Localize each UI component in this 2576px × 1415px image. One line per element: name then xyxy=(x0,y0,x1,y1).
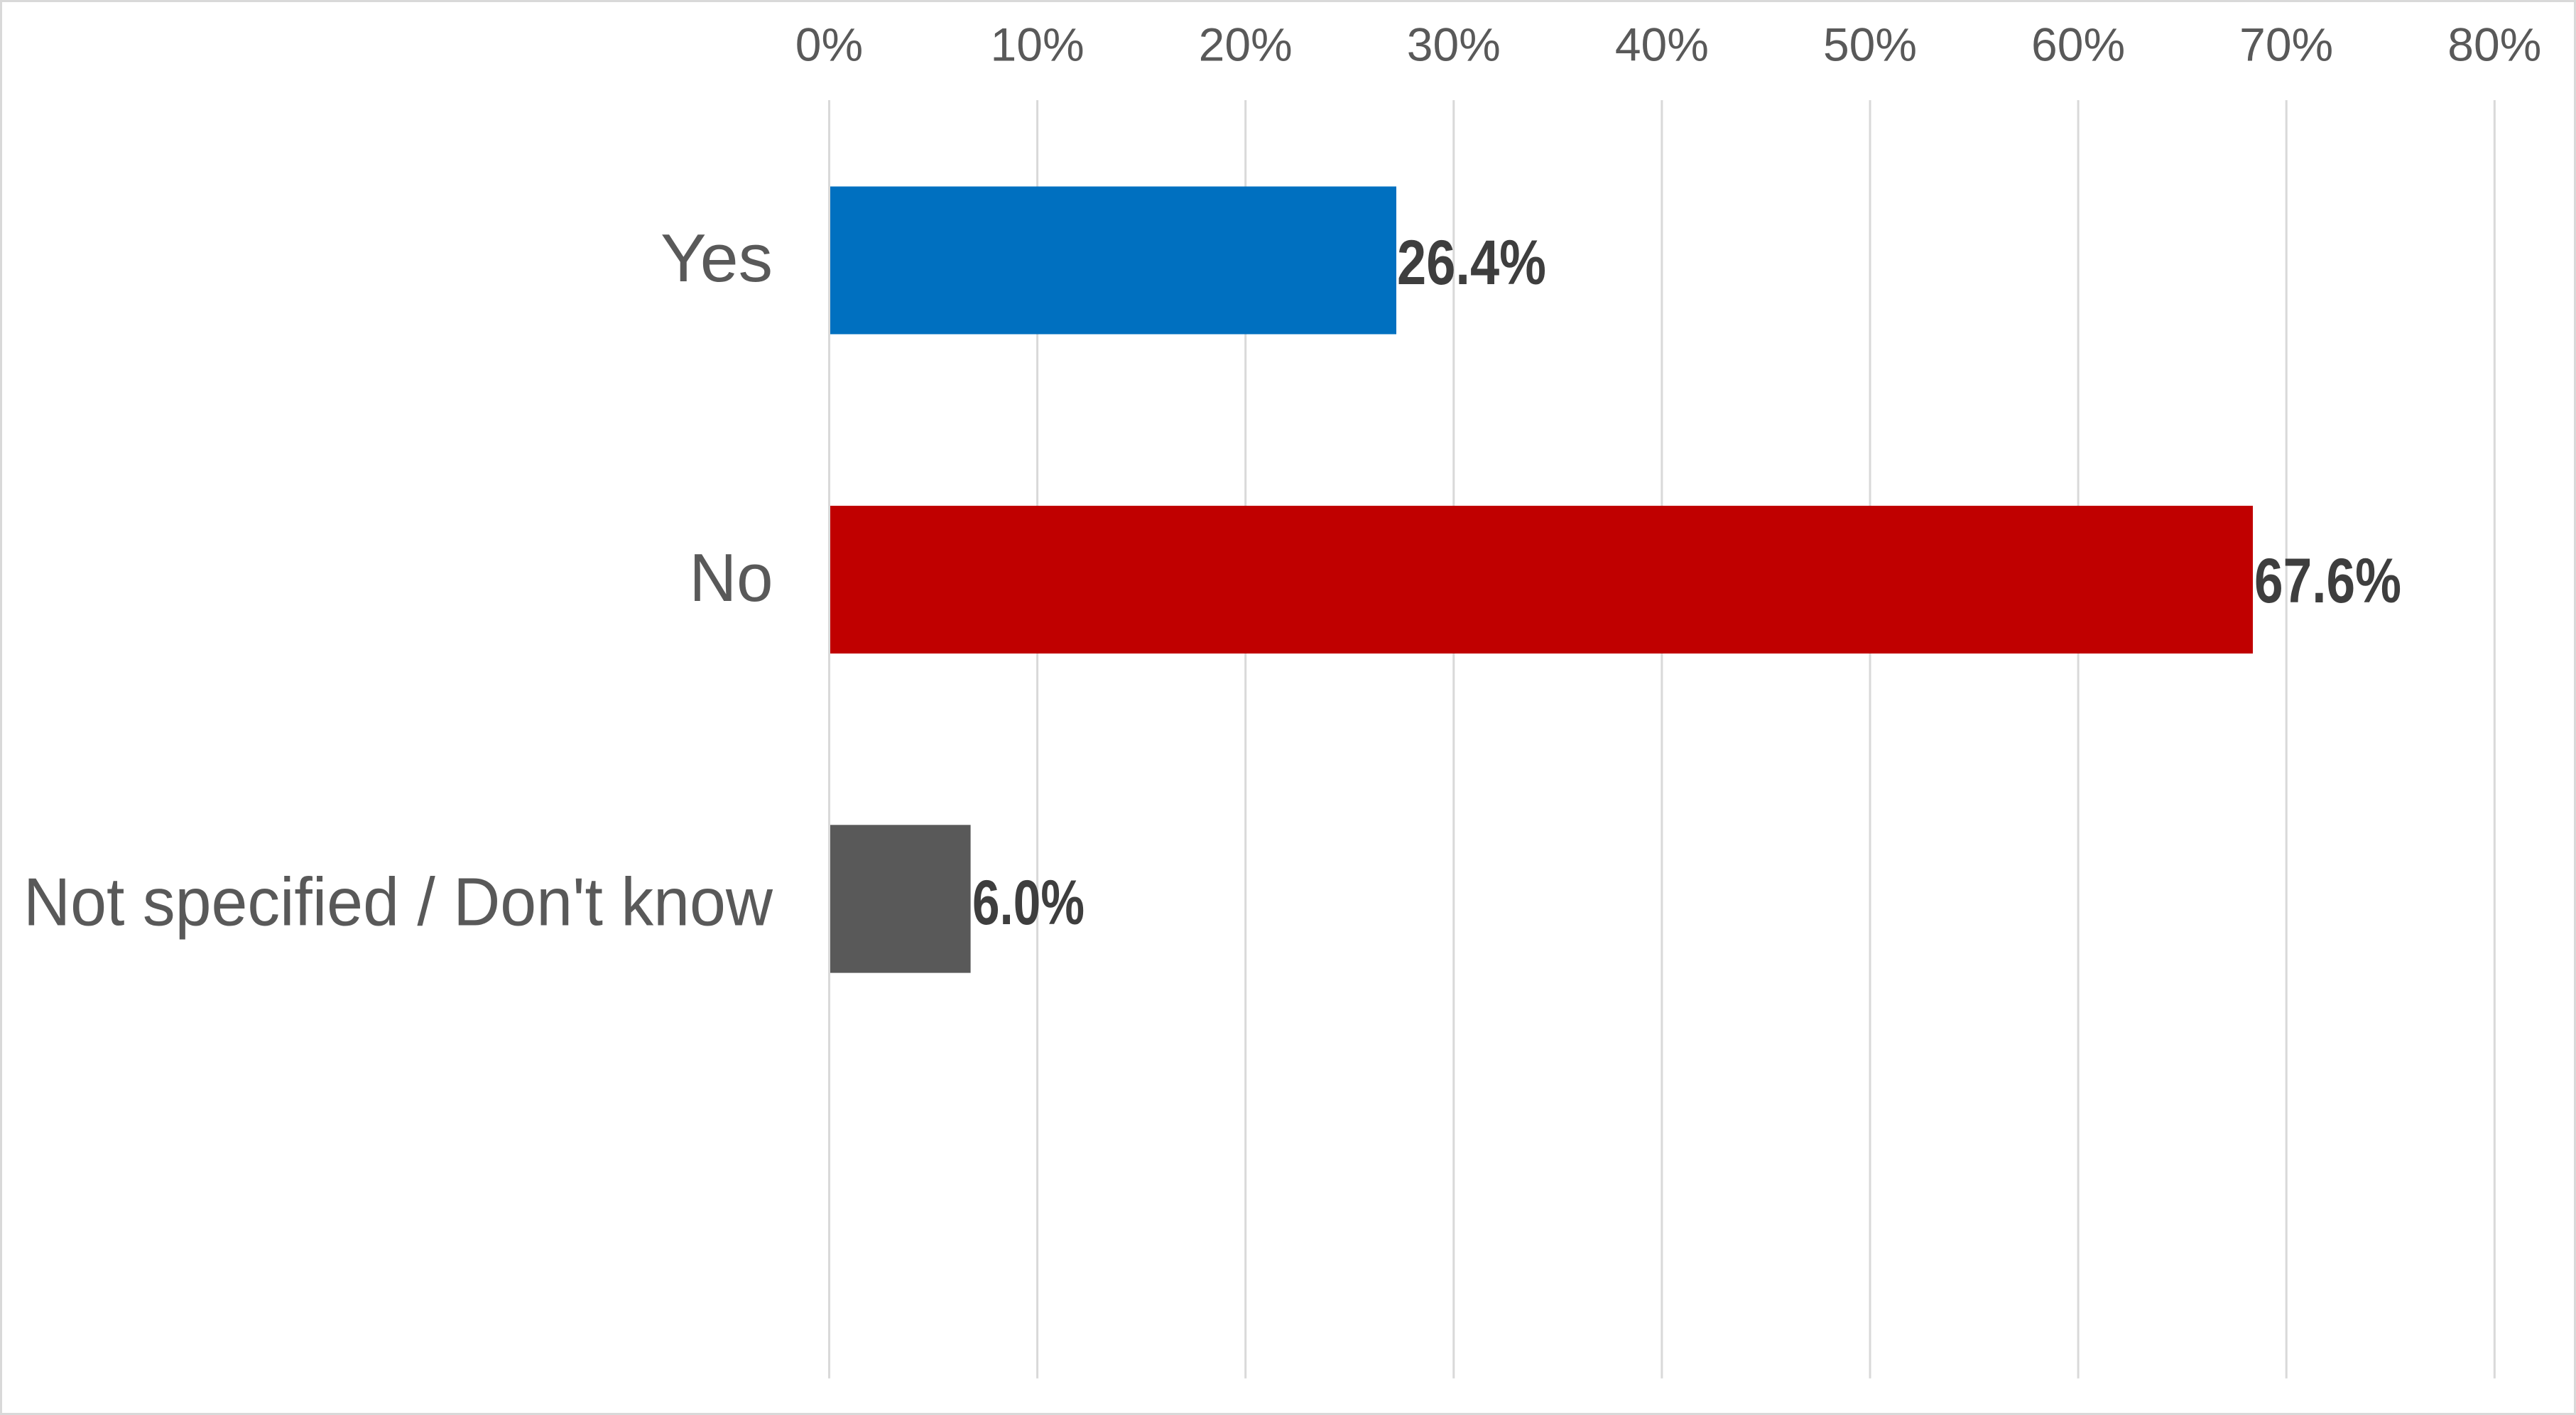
svg-text:80%: 80% xyxy=(2447,18,2541,71)
svg-text:30%: 30% xyxy=(1407,18,1501,71)
svg-text:Not specified / Don't know: Not specified / Don't know xyxy=(23,864,773,940)
svg-text:6.0%: 6.0% xyxy=(972,867,1085,938)
svg-text:50%: 50% xyxy=(1823,18,1917,71)
svg-text:0%: 0% xyxy=(795,18,863,71)
svg-text:70%: 70% xyxy=(2239,18,2333,71)
svg-text:10%: 10% xyxy=(991,18,1085,71)
svg-text:26.4%: 26.4% xyxy=(1397,227,1546,298)
svg-text:20%: 20% xyxy=(1199,18,1293,71)
svg-text:Yes: Yes xyxy=(661,220,773,296)
svg-text:60%: 60% xyxy=(2031,18,2125,71)
svg-text:No: No xyxy=(690,540,773,616)
svg-text:40%: 40% xyxy=(1615,18,1709,71)
svg-text:67.6%: 67.6% xyxy=(2254,545,2401,616)
